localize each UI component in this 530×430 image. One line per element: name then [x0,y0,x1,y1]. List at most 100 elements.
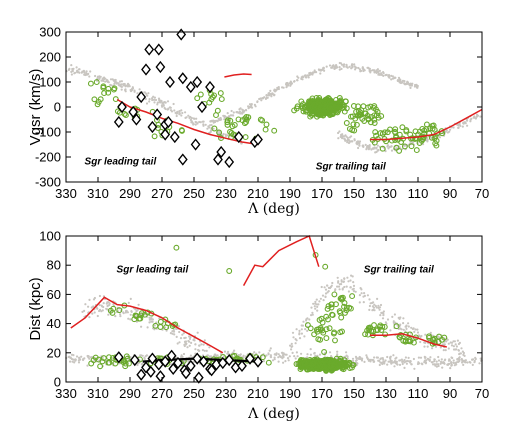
model-particle [288,355,291,358]
diamond-point [160,128,171,141]
model-particle [398,363,402,366]
model-particle [187,114,190,117]
model-particle [201,120,204,123]
model-particle [346,276,349,279]
model-particle [206,354,209,357]
model-particle [194,343,197,346]
model-particle [372,69,376,72]
model-particle [475,113,479,116]
model-particle [360,292,363,295]
model-particle [202,123,205,126]
model-particle [398,324,402,327]
x-tick-label: 310 [87,386,109,401]
green-star-point [105,359,112,366]
model-particle [98,294,101,298]
model-particle [381,317,385,320]
model-particle [428,358,431,361]
model-particle [202,343,205,346]
model-particle [296,355,299,358]
model-particle [338,68,341,71]
model-particle [455,348,458,351]
model-particle [191,121,194,124]
green-star-point [227,117,234,124]
model-particle [263,96,266,99]
model-particle [124,90,127,93]
green-star-point [338,294,345,301]
model-particle [253,351,256,354]
model-particle [471,363,474,366]
diamond-point [253,355,263,368]
model-particle [391,75,394,78]
model-particle [302,320,305,323]
model-particle [450,361,453,364]
model-particle [151,97,154,100]
diamond-point [216,145,227,159]
plot-marks [65,28,483,169]
model-particle [136,363,139,367]
model-particle [452,359,455,362]
model-particle [345,285,348,288]
model-particle [386,363,389,366]
green-star-point [337,295,344,302]
top-panel: Vgsr (km/s) Λ (deg) Sgr leading tail Sgr … [27,25,489,218]
model-particle [219,137,222,140]
model-particle [395,360,398,363]
model-particle [454,343,457,346]
model-particle [291,351,294,354]
green-star-point [399,124,406,131]
model-particle [411,82,414,85]
model-particle [457,360,460,363]
model-particle [461,359,464,362]
model-particle [380,72,383,75]
model-particle [372,359,375,362]
model-particle [456,357,459,361]
model-particle [412,357,415,361]
model-particle [196,331,199,334]
model-particle [398,78,401,81]
model-particle [269,89,272,92]
model-particle [437,363,440,366]
model-particle [377,306,380,309]
green-star-point [342,309,348,316]
model-particle [259,97,262,100]
x-tick-label: 130 [375,386,397,401]
y-axis-label: Dist (kpc) [27,277,44,340]
model-particle [300,332,303,335]
green-star-point [231,122,238,128]
model-particle [87,305,90,308]
model-particle [290,342,293,345]
model-particle [327,286,330,289]
model-particle [323,286,326,289]
model-particle [210,129,213,132]
diamond-point [144,43,155,56]
green-star-point [224,117,231,124]
green-star-point [368,328,375,334]
model-particle [347,141,351,145]
red-model-line [370,108,483,141]
green-star-point [410,339,417,346]
green-star-point [413,147,420,154]
model-particle [348,140,351,143]
model-particle [177,325,180,328]
model-particle [389,360,392,363]
model-particle [277,86,280,89]
model-particle [390,78,393,81]
diamond-point [213,153,223,166]
x-tick-label: 70 [475,186,489,201]
model-particle [194,123,197,126]
model-particle [298,333,301,336]
model-particle [360,359,364,362]
model-particle [472,358,475,361]
model-particle [479,115,482,118]
model-particle [343,137,346,140]
green-star-point [349,127,356,133]
model-particle [354,355,358,358]
green-star-point [392,126,399,133]
model-particle [444,349,447,352]
model-particle [204,123,207,126]
model-particle [96,77,99,80]
green-star-point [396,334,403,341]
model-particle [240,142,243,145]
model-particle [409,360,412,363]
model-particle [386,145,389,148]
